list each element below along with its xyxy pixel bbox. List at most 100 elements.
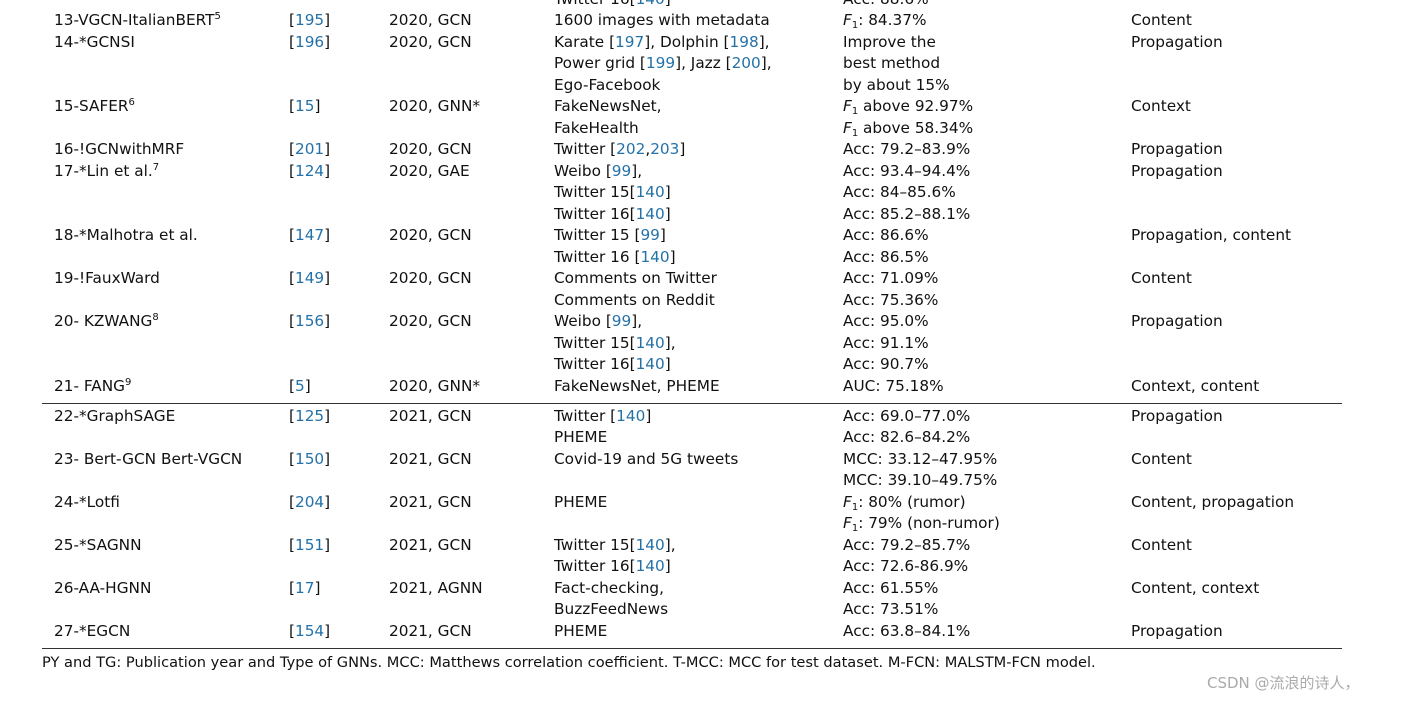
citation-link[interactable]: 197 xyxy=(615,32,645,51)
text: AUC: 75.18% xyxy=(843,376,944,395)
citation-link[interactable]: 99 xyxy=(611,312,632,331)
footnote-mark: 5 xyxy=(214,11,221,23)
citation-link[interactable]: 99 xyxy=(640,226,660,245)
method-cell: 26-AA-HGNN xyxy=(54,578,151,599)
citation-link[interactable]: 149 xyxy=(294,269,325,288)
dataset-line: Twitter [140] xyxy=(554,406,651,427)
text: Acc: 71.09% xyxy=(843,269,939,288)
citation-link[interactable]: 140 xyxy=(635,333,665,352)
method-cell: 15-SAFER6 xyxy=(54,96,135,117)
year-type-cell: 2020, GCN xyxy=(389,269,472,288)
citation-link[interactable]: 199 xyxy=(645,54,676,73)
citation-link[interactable]: 140 xyxy=(635,535,665,554)
result-line: F1: 84.37% xyxy=(843,10,927,31)
citation-link[interactable]: 202 xyxy=(616,140,646,159)
dataset-line: PHEME xyxy=(554,621,607,642)
citation-link[interactable]: 198 xyxy=(729,32,759,51)
subscript: 1 xyxy=(851,20,859,32)
text: [ xyxy=(289,32,295,51)
citation-link[interactable]: 196 xyxy=(294,32,325,51)
text: : 84.37% xyxy=(858,11,927,30)
citation-link[interactable]: 5 xyxy=(294,376,305,395)
result-line: MCC: 33.12–47.95% xyxy=(843,449,997,470)
text: Acc: 63.8–84.1% xyxy=(843,621,971,640)
citation-link[interactable]: 99 xyxy=(611,161,632,180)
citation-link[interactable]: 125 xyxy=(294,406,325,425)
citation-link[interactable]: 150 xyxy=(294,449,325,468)
result-line: best method xyxy=(843,53,940,74)
text: MCC: 39.10–49.75% xyxy=(843,470,998,489)
subscript: 1 xyxy=(851,522,859,534)
citation-link[interactable]: 140 xyxy=(636,0,665,8)
category-cell: Propagation xyxy=(1131,32,1223,51)
text: Twitter 16[ xyxy=(554,0,636,8)
citation-link[interactable]: 156 xyxy=(294,312,325,331)
text: Acc: 73.51% xyxy=(843,599,939,618)
text: 15-SAFER xyxy=(54,97,129,116)
citation-link[interactable]: 140 xyxy=(635,354,665,373)
citation-link[interactable]: 204 xyxy=(294,492,325,511)
text: Acc: 79.2–83.9% xyxy=(843,140,971,159)
dataset-line: FakeHealth xyxy=(554,118,639,139)
dataset-line: Twitter 16[140] xyxy=(554,556,671,577)
citation-link[interactable]: 124 xyxy=(294,161,325,180)
dataset-line: Twitter [202,203] xyxy=(554,139,685,160)
result-line: Acc: 72.6-86.9% xyxy=(843,556,968,577)
citation-link[interactable]: 140 xyxy=(635,183,665,202)
text: ] xyxy=(679,140,686,159)
text: Twitter 15[ xyxy=(554,333,636,352)
citation-link[interactable]: 200 xyxy=(731,54,761,73)
text: ] xyxy=(664,204,671,223)
result-line: Acc: 91.1% xyxy=(843,333,929,354)
method-cell: 14-*GCNSI xyxy=(54,32,135,53)
result-line: Acc: 71.09% xyxy=(843,268,938,289)
text: FakeHealth xyxy=(554,118,639,137)
citation-link[interactable]: 201 xyxy=(294,140,325,159)
result-line: Improve the xyxy=(843,32,936,53)
text: Twitter 16[ xyxy=(554,556,636,575)
year-type-cell: 2021, AGNN xyxy=(389,578,483,597)
citation-link[interactable]: 151 xyxy=(294,535,325,554)
citation-link[interactable]: 15 xyxy=(294,97,315,116)
year-type-cell: 2020, GNN* xyxy=(389,97,481,116)
text: ] xyxy=(664,556,671,575)
text: ], Jazz [ xyxy=(675,54,732,73)
dataset-line: Comments on Twitter xyxy=(554,268,717,289)
text: Weibo [ xyxy=(554,312,612,331)
citation-link[interactable]: 17 xyxy=(294,578,315,597)
method-cell: 21- FANG9 xyxy=(54,376,131,397)
method-cell: 18-*Malhotra et al. xyxy=(54,225,198,246)
method-cell: 27-*EGCN xyxy=(54,621,130,642)
citation-link[interactable]: 203 xyxy=(650,140,680,159)
citation-link[interactable]: 147 xyxy=(294,226,325,245)
citation-link[interactable]: 140 xyxy=(616,406,646,425)
text: [ xyxy=(289,621,295,640)
text: 23- Bert-GCN Bert-VGCN xyxy=(54,449,243,468)
result-line: Acc: 95.0% xyxy=(843,311,929,332)
citation-link[interactable]: 195 xyxy=(294,11,325,30)
footnote-mark: 9 xyxy=(125,376,132,388)
text: [ xyxy=(289,535,295,554)
text: by about 15% xyxy=(843,75,950,94)
reference-cell: [151] xyxy=(289,535,330,556)
category-cell: Propagation xyxy=(1131,312,1223,331)
dataset-line: PHEME xyxy=(554,492,607,513)
text: Acc: 91.1% xyxy=(843,333,929,352)
result-line: Acc: 69.0–77.0% xyxy=(843,406,970,427)
citation-link[interactable]: 140 xyxy=(635,556,665,575)
result-line: Acc: 86.6% xyxy=(843,225,929,246)
subscript: 1 xyxy=(851,501,859,513)
text: Twitter 15[ xyxy=(554,535,636,554)
year-type-cell: 2020, GNN* xyxy=(389,376,481,395)
citation-link[interactable]: 140 xyxy=(635,204,665,223)
text: Acc: 86.5% xyxy=(843,247,929,266)
text: 14-*GCNSI xyxy=(54,32,135,51)
citation-link[interactable]: 154 xyxy=(294,621,325,640)
text: [ xyxy=(289,269,295,288)
symbol: F xyxy=(843,492,852,511)
citation-link[interactable]: 140 xyxy=(640,247,670,266)
text: [ xyxy=(289,140,295,159)
text: ], xyxy=(760,54,772,73)
text: ] xyxy=(645,406,652,425)
category-cell: Propagation, content xyxy=(1131,226,1292,245)
